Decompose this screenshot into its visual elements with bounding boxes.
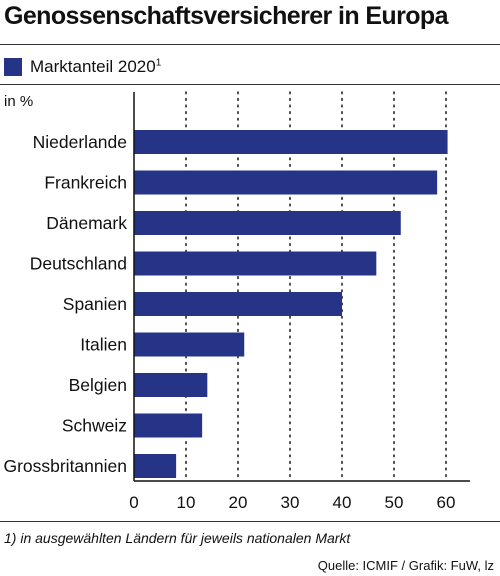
category-label: Schweiz bbox=[62, 416, 127, 436]
bar bbox=[134, 454, 177, 478]
bar bbox=[134, 130, 448, 154]
bar bbox=[134, 251, 377, 276]
bar bbox=[134, 413, 203, 438]
bar bbox=[134, 211, 401, 235]
x-tick-label: 30 bbox=[281, 493, 300, 512]
legend-label-text: Marktanteil 2020 bbox=[30, 57, 156, 76]
title-rule bbox=[0, 44, 500, 45]
x-tick-label: 40 bbox=[333, 493, 352, 512]
x-tick-label: 60 bbox=[437, 493, 456, 512]
category-label: Italien bbox=[80, 335, 127, 355]
bar bbox=[134, 292, 342, 316]
category-label: Niederlande bbox=[33, 132, 127, 152]
category-label: Grossbritannien bbox=[3, 456, 127, 476]
category-label: Spanien bbox=[63, 294, 127, 314]
unit-label: in % bbox=[4, 93, 34, 110]
category-label: Frankreich bbox=[44, 173, 127, 193]
bar bbox=[134, 373, 208, 397]
legend-footnote-marker: 1 bbox=[155, 57, 162, 69]
legend-label: Marktanteil 20201 bbox=[30, 57, 161, 77]
chart-title: Genossenschaftsversicherer in Europa bbox=[4, 2, 448, 30]
legend-swatch bbox=[4, 58, 22, 76]
category-label: Deutschland bbox=[30, 254, 127, 274]
footnote-rule bbox=[0, 521, 500, 522]
x-tick-label: 0 bbox=[129, 493, 138, 512]
x-tick-label: 20 bbox=[229, 493, 248, 512]
x-tick-label: 50 bbox=[385, 493, 404, 512]
legend-rule bbox=[0, 84, 500, 85]
bar bbox=[134, 170, 438, 195]
category-label: Belgien bbox=[69, 375, 127, 395]
bar-chart: Niederlande Frankreich Dänemark Deutschland… bbox=[3, 91, 470, 512]
legend: Marktanteil 20201 bbox=[4, 57, 161, 77]
x-tick-label: 10 bbox=[177, 493, 196, 512]
source-credit: Quelle: ICMIF / Grafik: FuW, lz bbox=[317, 558, 494, 573]
category-label: Dänemark bbox=[46, 213, 127, 233]
bar bbox=[134, 332, 245, 357]
footnote: 1) in ausgewählten Ländern für jeweils n… bbox=[4, 530, 351, 546]
